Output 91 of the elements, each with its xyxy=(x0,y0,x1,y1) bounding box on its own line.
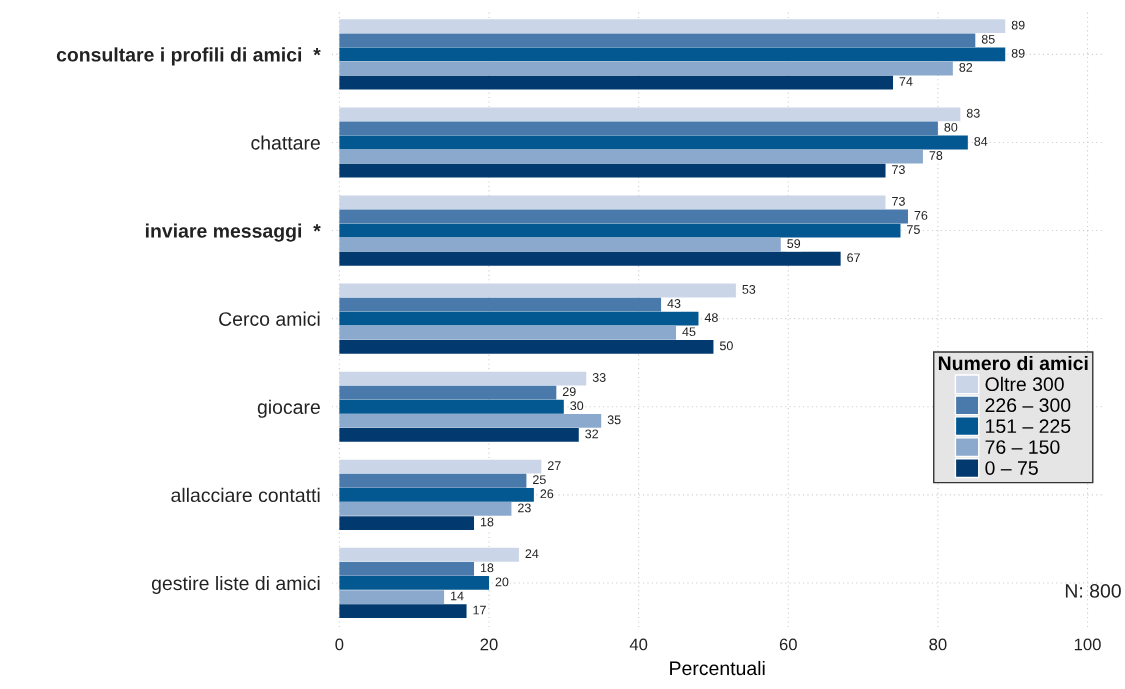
y-tick-label: gestire liste di amici xyxy=(151,575,320,595)
data-label: 78 xyxy=(929,151,943,160)
legend-label: 151 – 225 xyxy=(986,419,1071,434)
data-label: 59 xyxy=(787,239,801,249)
data-label: 74 xyxy=(899,77,913,86)
data-label: 80 xyxy=(944,122,958,132)
bar xyxy=(339,459,542,474)
bar xyxy=(339,237,781,252)
bar xyxy=(339,33,976,48)
bar xyxy=(339,371,587,386)
data-label: 84 xyxy=(974,136,988,146)
data-label: 53 xyxy=(742,284,756,294)
bar xyxy=(339,311,699,326)
data-label: 73 xyxy=(892,165,905,175)
y-tick-label: Cerco amici xyxy=(219,311,320,326)
data-label: 26 xyxy=(540,489,554,499)
y-tick-label: allacciare contatti xyxy=(171,487,320,503)
data-label: 85 xyxy=(981,34,995,44)
data-label: 75 xyxy=(907,225,920,234)
data-label: 23 xyxy=(518,503,531,513)
x-tick-label: 40 xyxy=(629,638,648,651)
x-axis-title: Percentuali xyxy=(670,660,765,676)
bar xyxy=(339,135,968,150)
bar xyxy=(339,75,894,90)
bar xyxy=(339,473,527,488)
data-label: 24 xyxy=(525,549,539,558)
legend-title: Numero di amici xyxy=(938,355,1088,371)
legend-label: 226 – 300 xyxy=(985,398,1071,413)
legend-label: 76 – 150 xyxy=(985,440,1060,454)
data-label: 30 xyxy=(570,401,584,411)
bar xyxy=(339,163,886,178)
x-tick-label: 60 xyxy=(779,638,797,651)
x-tick-label: 0 xyxy=(335,638,344,651)
data-label: 14 xyxy=(451,591,464,601)
data-label: 33 xyxy=(592,373,606,382)
y-tick-label: giocare xyxy=(257,399,320,418)
data-label: 45 xyxy=(682,327,696,337)
bar xyxy=(339,561,475,576)
annotation: N: 800 xyxy=(1065,583,1121,598)
bar xyxy=(339,223,901,238)
bar xyxy=(339,19,1006,34)
y-tick-label: consultare i profili di amici * xyxy=(56,47,321,66)
legend-label: Oltre 300 xyxy=(985,376,1064,392)
bar xyxy=(339,604,467,619)
data-label: 67 xyxy=(847,253,860,263)
bar xyxy=(339,590,445,604)
data-label: 25 xyxy=(533,475,546,485)
data-label: 50 xyxy=(719,341,733,351)
data-label: 43 xyxy=(667,299,681,308)
bar xyxy=(339,399,564,414)
data-label: 73 xyxy=(892,196,905,206)
data-label: 89 xyxy=(1011,20,1025,30)
bar xyxy=(339,547,519,562)
x-tick-label: 20 xyxy=(480,638,498,651)
data-label: 82 xyxy=(959,62,973,72)
data-label: 20 xyxy=(495,577,509,587)
data-label: 32 xyxy=(585,429,599,439)
legend-label: 0 – 75 xyxy=(985,461,1038,475)
bar xyxy=(339,576,489,590)
bar xyxy=(339,61,953,76)
bar xyxy=(339,325,677,340)
bar xyxy=(339,297,662,312)
data-label: 48 xyxy=(704,313,718,323)
data-label: 27 xyxy=(547,461,561,470)
bar xyxy=(339,251,841,266)
data-label: 18 xyxy=(480,563,494,573)
y-tick-label: inviare messaggi * xyxy=(145,223,321,242)
bar xyxy=(339,339,714,354)
bar xyxy=(339,516,475,530)
y-tick-label: chattare xyxy=(251,135,320,150)
data-label: 18 xyxy=(480,517,494,527)
data-label: 76 xyxy=(914,210,928,220)
data-label: 29 xyxy=(562,387,576,397)
data-label: 89 xyxy=(1011,48,1025,58)
bar xyxy=(339,149,923,164)
bar xyxy=(339,385,557,400)
data-label: 17 xyxy=(473,605,486,615)
x-tick-label: 80 xyxy=(929,638,947,651)
bar xyxy=(339,47,1006,62)
bar xyxy=(339,413,602,428)
x-tick-label: 100 xyxy=(1074,638,1101,651)
bar xyxy=(339,428,579,442)
data-label: 83 xyxy=(966,108,980,118)
bar xyxy=(339,195,886,210)
bar xyxy=(339,502,512,516)
bar xyxy=(339,121,938,136)
bar xyxy=(339,283,736,298)
bar xyxy=(339,487,534,502)
bar xyxy=(339,209,908,224)
data-label: 35 xyxy=(607,415,621,425)
bar xyxy=(339,107,961,122)
